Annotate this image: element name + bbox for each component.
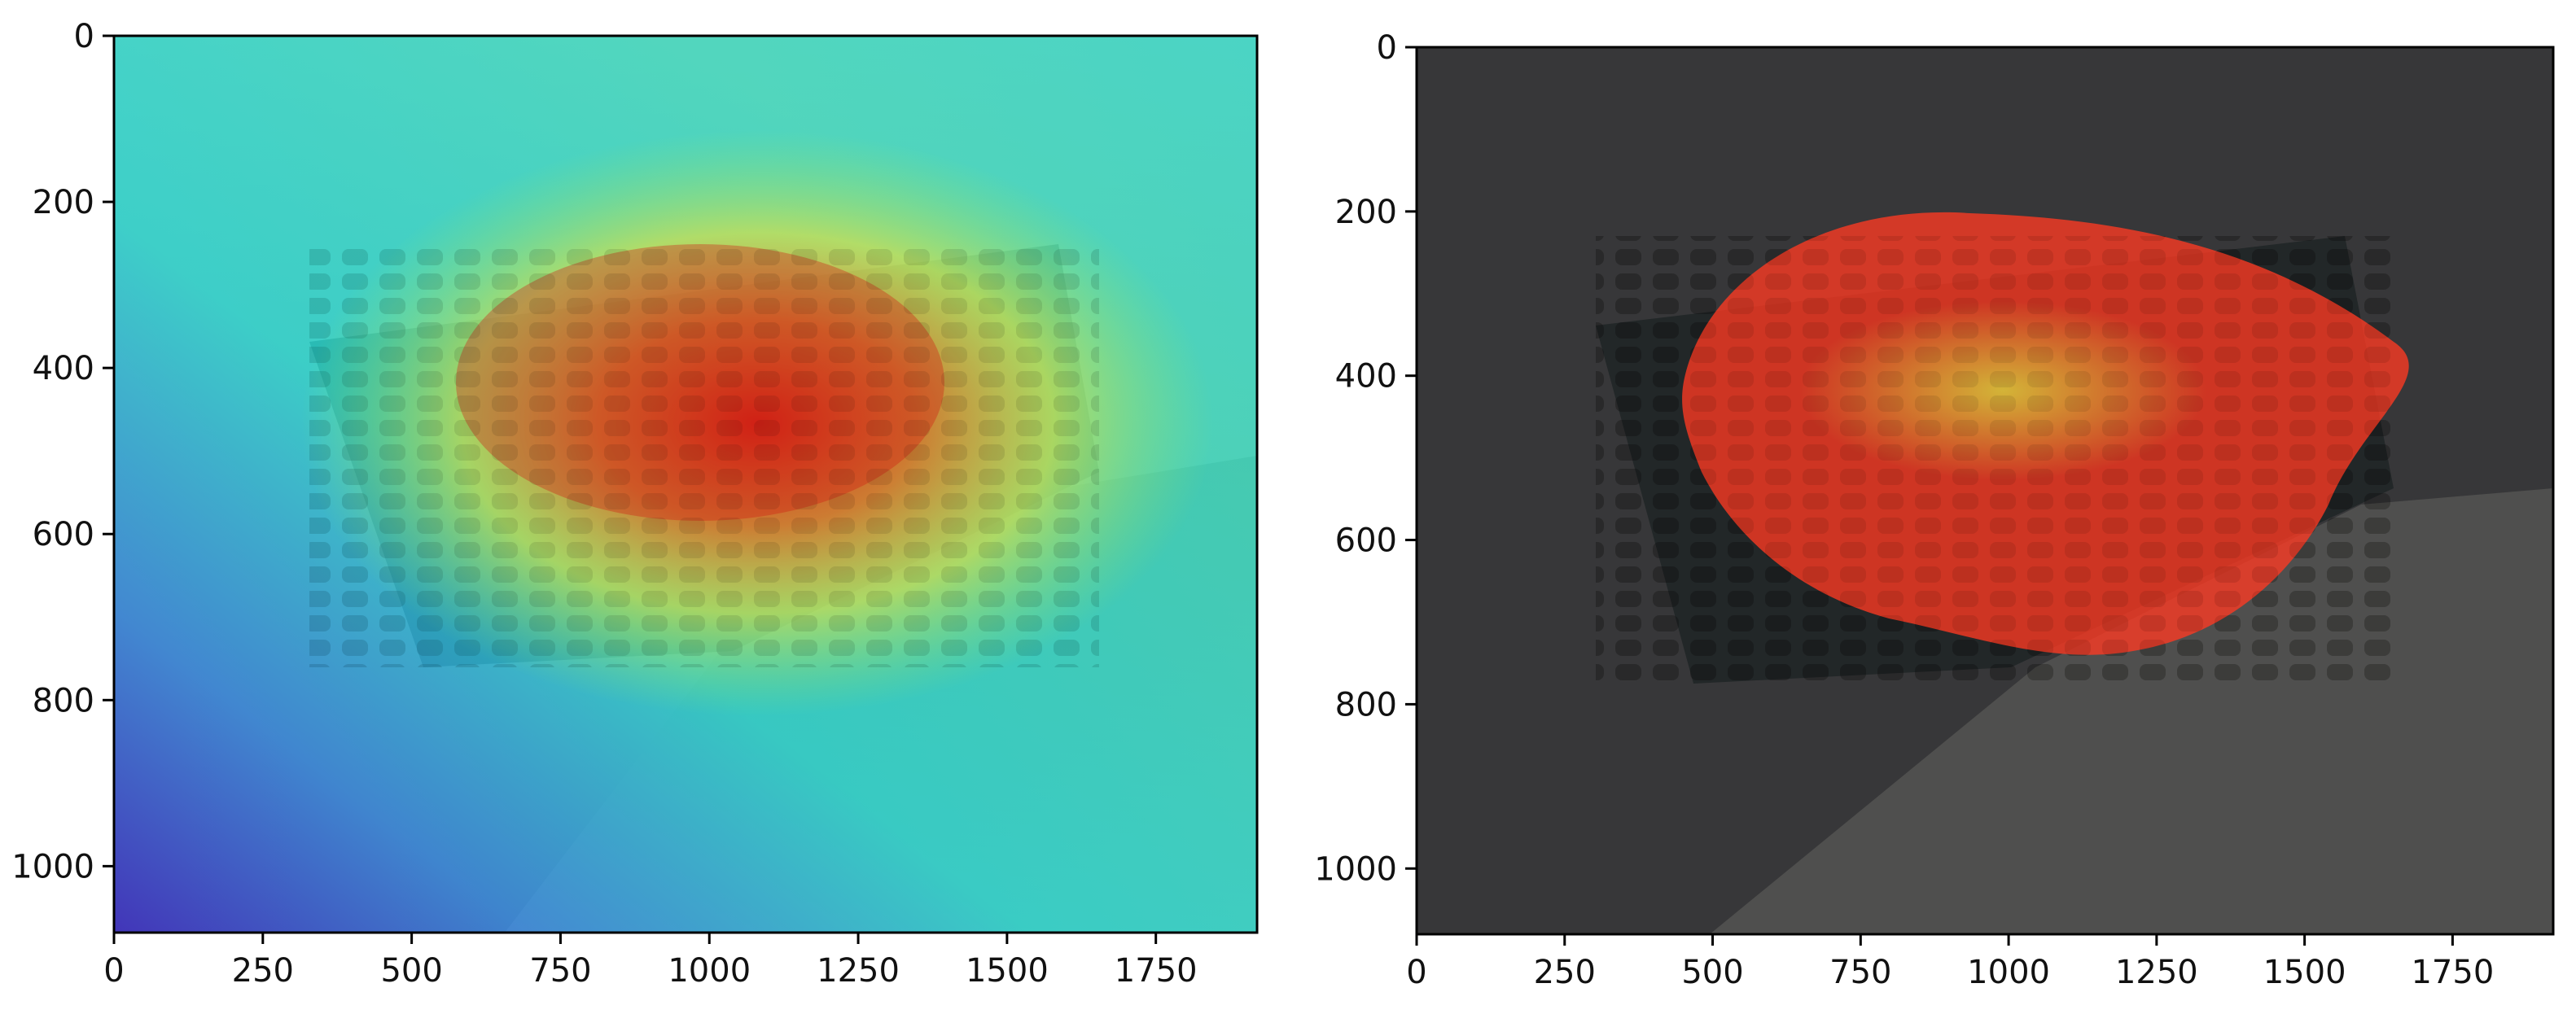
axes-frame (1415, 46, 2555, 936)
x-axis: 0 250 500 750 1000 1250 1500 1750 (1406, 934, 2494, 991)
mask-panel: 0 250 500 750 1000 1250 1500 1750 0 200 400 600 800… (1314, 29, 2555, 991)
x-tick-label: 0 (103, 952, 124, 990)
y-tick-label: 0 (1377, 29, 1397, 67)
x-tick-label: 1000 (668, 952, 751, 990)
y-axis: 0 200 400 600 800 1000 (11, 18, 114, 885)
x-tick-label: 500 (1681, 954, 1743, 991)
x-tick-label: 1500 (2263, 954, 2346, 991)
heatmap-panel: 0 250 500 750 1000 1250 1500 1750 0 200 400 600 800… (11, 18, 1259, 990)
x-tick-label: 1750 (1115, 952, 1198, 990)
x-tick-label: 750 (1829, 954, 1891, 991)
x-tick-label: 0 (1406, 954, 1426, 991)
x-tick-label: 1500 (966, 952, 1049, 990)
y-tick-label: 200 (33, 184, 94, 221)
x-axis: 0 250 500 750 1000 1250 1500 1750 (103, 933, 1198, 990)
x-tick-label: 1750 (2411, 954, 2494, 991)
heatmap-image (114, 36, 1257, 933)
axes-frame (112, 34, 1259, 934)
x-tick-label: 750 (529, 952, 591, 990)
x-tick-label: 1250 (2115, 954, 2198, 991)
y-tick-label: 400 (1335, 358, 1397, 396)
x-tick-label: 1000 (1967, 954, 2050, 991)
x-tick-label: 500 (380, 952, 442, 990)
y-tick-label: 600 (33, 516, 94, 553)
x-tick-label: 250 (232, 952, 294, 990)
x-tick-label: 1250 (817, 952, 900, 990)
x-tick-label: 250 (1534, 954, 1596, 991)
y-tick-label: 1000 (1314, 850, 1397, 888)
y-tick-label: 1000 (11, 848, 94, 885)
y-tick-label: 800 (33, 682, 94, 719)
y-tick-label: 400 (33, 350, 94, 387)
y-tick-label: 600 (1335, 522, 1397, 560)
y-axis: 0 200 400 600 800 1000 (1314, 29, 1417, 888)
y-tick-label: 200 (1335, 194, 1397, 231)
mask-image (1417, 47, 2553, 934)
y-tick-label: 0 (74, 18, 94, 55)
y-tick-label: 800 (1335, 686, 1397, 723)
